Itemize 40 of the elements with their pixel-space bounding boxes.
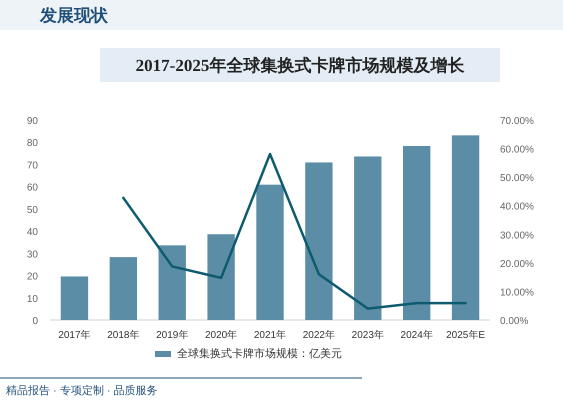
x-tick-label: 2023年 [352,329,384,341]
bar [158,245,186,320]
x-tick-label: 2018年 [107,329,140,341]
x-tick-label: 2021年 [254,329,286,341]
y-tick-label: 20 [26,272,38,283]
legend-label: 全球集换式卡牌市场规模：亿美元 [177,347,342,360]
y-tick-label: 10 [26,294,38,305]
x-tick-label: 2022年 [302,329,336,341]
bar [452,135,480,320]
x-tick-label: 2024年 [400,329,433,341]
y-tick-label: 80 [26,138,38,150]
bar [207,234,235,320]
y2-tick-label: 40.00% [500,202,534,213]
y2-tick-label: 50.00% [500,173,534,184]
bar [60,276,88,320]
text: 精品报告 · 专项定制 · 品质服务 [6,384,158,397]
y-tick-label: 90 [26,116,38,127]
bar [305,162,333,320]
bar [110,257,138,320]
y-tick-label: 60 [26,182,38,194]
bar [402,146,430,320]
x-tick-label: 2017年 [58,329,91,341]
y2-tick-label: 20.00% [500,258,534,270]
text: 发展现状 [39,6,109,25]
bar [256,184,284,320]
y-tick-label: 30 [26,249,38,260]
y2-tick-label: 70.00% [500,116,534,127]
y2-tick-label: 60.00% [500,144,534,156]
y2-tick-label: 0.00% [500,316,528,327]
y2-tick-label: 10.00% [500,287,534,298]
y-tick-label: 0 [32,316,38,327]
y-tick-label: 50 [26,204,38,216]
x-tick-label: 2019年 [156,329,188,341]
y-tick-label: 70 [26,160,38,172]
y2-tick-label: 30.00% [500,230,534,242]
y-tick-label: 40 [26,227,38,238]
chart-title: 2017-2025年全球集换式卡牌市场规模及增长 [136,56,466,75]
bar [354,156,382,320]
x-tick-label: 2025年E [446,329,486,341]
x-tick-label: 2020年 [204,329,238,341]
